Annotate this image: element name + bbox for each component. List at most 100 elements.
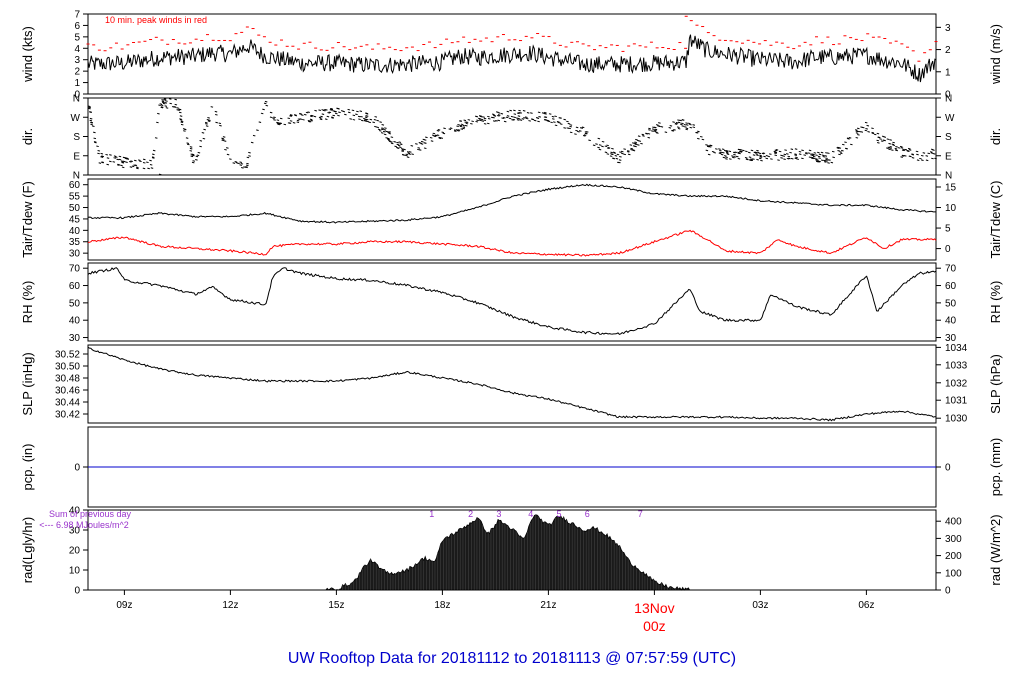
dir-mark	[621, 152, 624, 155]
panel-frame-wind	[87, 13, 937, 95]
dir-mark	[506, 110, 510, 113]
rad-marker-1: 1	[429, 509, 434, 519]
dir-mark	[366, 120, 369, 123]
dir-mark	[899, 145, 903, 148]
dir-mark	[425, 136, 428, 139]
dir-mark	[302, 118, 305, 121]
right-tick-label-temp: 15	[945, 182, 957, 193]
dir-mark	[89, 119, 93, 122]
dir-mark	[480, 118, 484, 121]
dir-mark	[380, 132, 384, 134]
dir-mark	[756, 149, 759, 152]
dir-mark	[229, 158, 232, 160]
dir-mark	[276, 119, 280, 121]
dir-mark	[808, 156, 812, 159]
dir-mark	[326, 115, 330, 118]
dir-mark	[634, 145, 637, 148]
dir-mark	[278, 123, 282, 125]
dir-mark	[524, 116, 528, 118]
dir-mark	[849, 143, 853, 146]
dir-mark	[689, 123, 692, 126]
dir-mark	[623, 148, 626, 150]
dir-mark	[250, 141, 254, 144]
y-label-left-dir: dir.	[20, 128, 35, 145]
y-label-right-slp: SLP (hPa)	[988, 354, 1003, 414]
dir-mark	[794, 148, 798, 150]
dir-mark	[569, 131, 573, 134]
dir-mark	[522, 109, 526, 112]
dir-mark	[438, 136, 441, 139]
dir-mark	[718, 152, 722, 155]
dir-mark	[934, 157, 937, 160]
dir-mark	[814, 158, 818, 160]
dir-mark	[795, 156, 798, 159]
left-tick-label-temp: 45	[69, 214, 81, 225]
dir-mark	[277, 122, 280, 124]
left-tick-label-rh: 30	[69, 333, 81, 344]
dir-mark	[531, 118, 535, 121]
dir-mark	[169, 102, 173, 105]
left-tick-label-dir: S	[73, 132, 80, 143]
dir-mark	[245, 164, 249, 167]
dir-mark	[408, 151, 412, 153]
dir-mark	[770, 158, 773, 160]
dir-mark	[296, 121, 300, 124]
dir-mark	[777, 159, 780, 161]
dir-mark	[491, 113, 495, 116]
dir-mark	[722, 156, 726, 159]
dir-mark	[705, 144, 708, 146]
dir-mark	[744, 150, 748, 153]
left-tick-label-temp: 50	[69, 203, 81, 214]
dir-mark	[174, 103, 178, 106]
dir-mark	[707, 153, 711, 156]
dir-mark	[820, 151, 824, 154]
dir-mark	[748, 156, 752, 158]
dir-mark	[214, 110, 218, 113]
dir-mark	[449, 127, 453, 129]
dir-mark	[739, 150, 742, 153]
dir-mark	[911, 157, 915, 159]
dir-mark	[91, 125, 95, 128]
dir-mark	[711, 150, 715, 153]
dir-mark	[616, 153, 620, 156]
left-tick-label-rh: 40	[69, 316, 81, 327]
dir-mark	[89, 111, 92, 113]
dir-mark	[210, 106, 214, 108]
dir-mark	[118, 158, 122, 161]
dir-mark	[388, 131, 392, 133]
dir-mark	[434, 134, 438, 137]
rad-marker-3: 3	[496, 509, 501, 519]
dir-mark	[604, 151, 608, 154]
dir-mark	[873, 133, 877, 136]
dir-mark	[467, 119, 471, 121]
right-tick-label-wind: 2	[945, 45, 951, 56]
dir-mark	[903, 155, 907, 157]
dir-mark	[347, 108, 351, 111]
dir-mark	[817, 155, 821, 158]
dir-mark	[401, 150, 404, 152]
dir-mark	[697, 137, 700, 140]
dir-mark	[279, 117, 283, 120]
dir-mark	[482, 116, 485, 118]
dir-mark	[226, 153, 230, 156]
dir-mark	[161, 100, 165, 103]
dir-mark	[90, 122, 93, 124]
dir-mark	[252, 134, 256, 137]
dir-mark	[269, 111, 273, 114]
dir-mark	[732, 156, 735, 159]
dir-mark	[154, 137, 158, 139]
dir-mark	[648, 129, 651, 131]
x-tick-label: 15z	[328, 600, 344, 611]
dir-mark	[459, 125, 463, 128]
dir-mark	[406, 156, 410, 158]
dir-mark	[355, 113, 358, 116]
dir-mark	[448, 128, 452, 130]
dir-mark	[871, 127, 874, 130]
dir-mark	[368, 121, 371, 124]
dir-mark	[114, 156, 118, 158]
dir-mark	[911, 153, 915, 156]
y-label-left-slp: SLP (inHg)	[20, 352, 35, 415]
dir-mark	[334, 110, 337, 113]
dir-mark	[147, 167, 150, 170]
dir-mark	[90, 123, 94, 126]
